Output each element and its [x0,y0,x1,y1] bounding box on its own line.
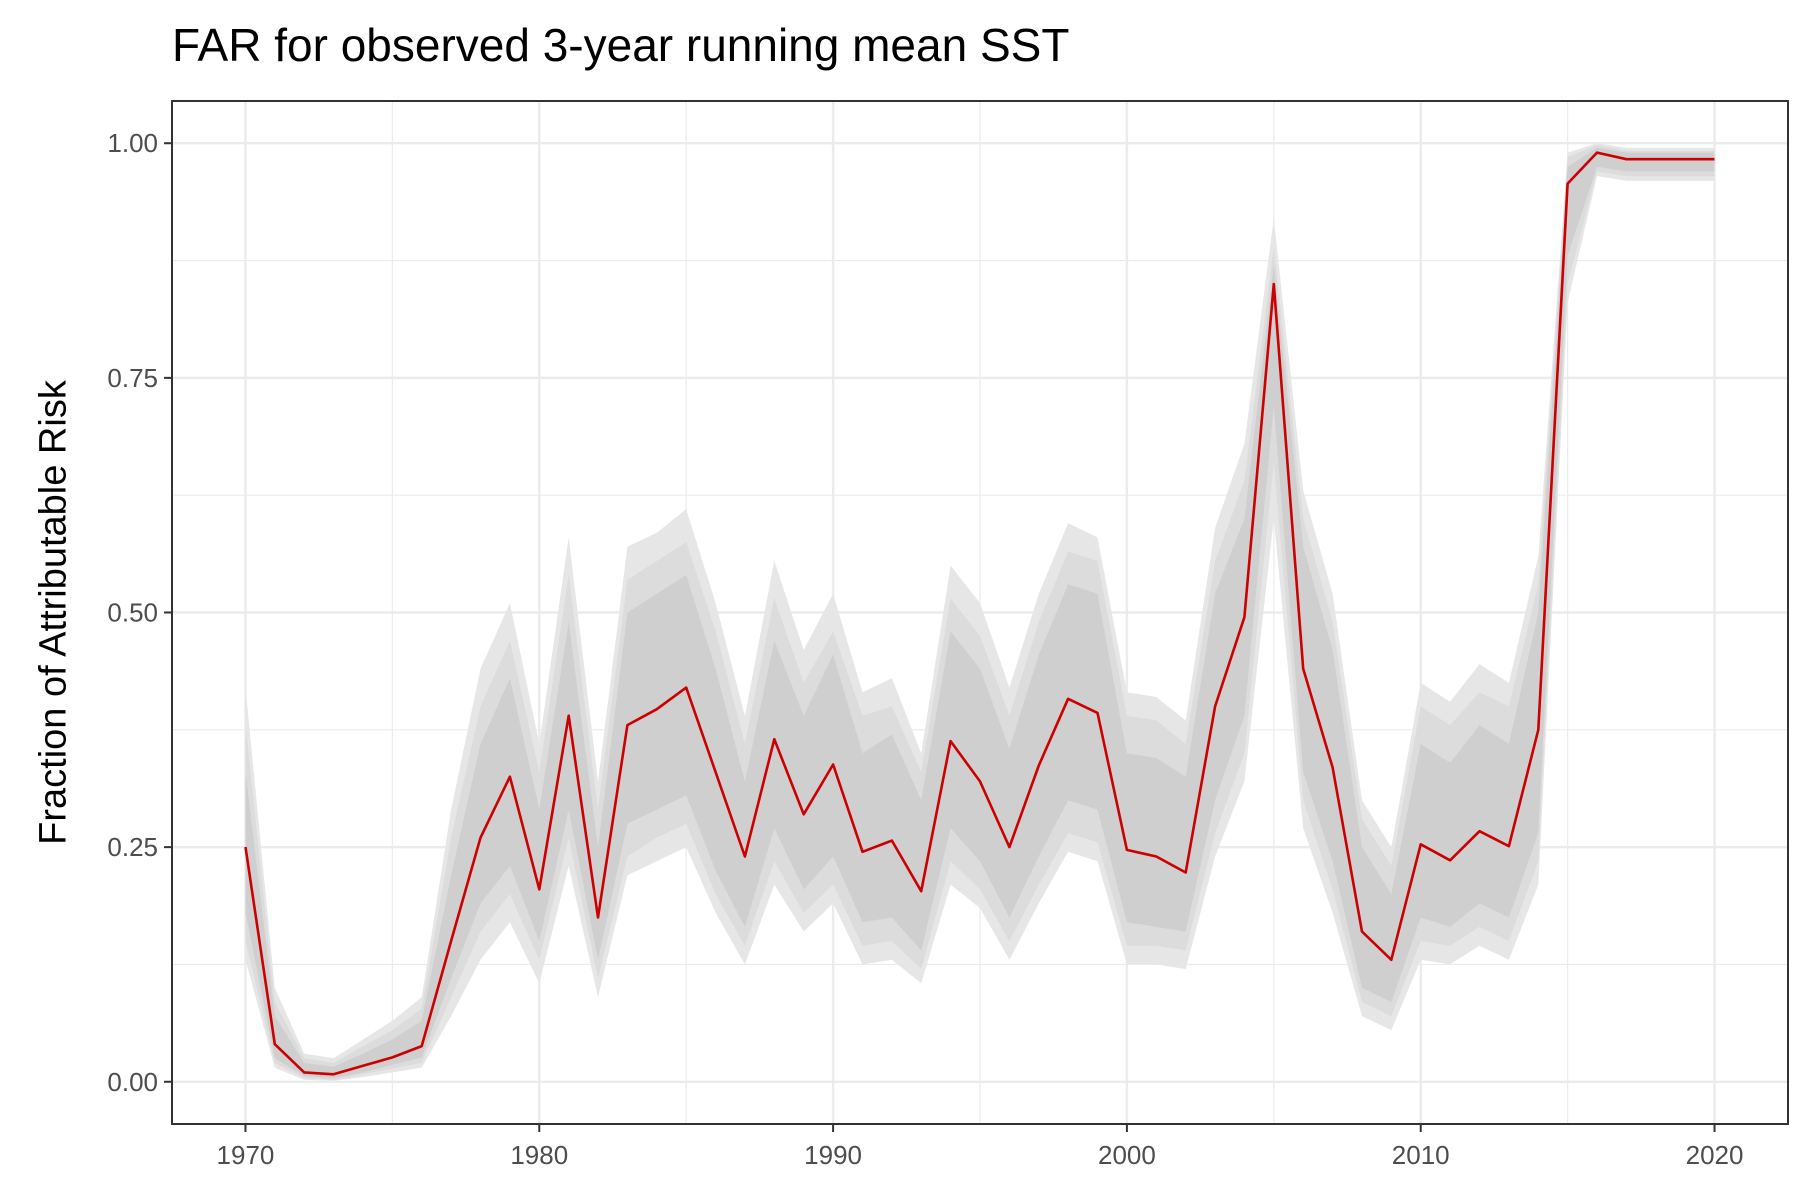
series-line-0 [244,151,1715,1076]
x-tick-label: 1990 [804,1140,862,1170]
y-axis-title: Fraction of Attributable Risk [32,379,74,845]
x-tick-label: 1980 [510,1140,568,1170]
series-lines [244,151,1715,1076]
chart-title: FAR for observed 3-year running mean SST [172,19,1070,71]
y-tick-label: 0.00 [107,1067,158,1097]
y-tick-label: 1.00 [107,128,158,158]
x-tick-label: 2000 [1098,1140,1156,1170]
y-tick-label: 0.75 [107,363,158,393]
x-tick-label: 2010 [1392,1140,1450,1170]
x-tick-label: 2020 [1686,1140,1744,1170]
y-tick-label: 0.25 [107,832,158,862]
y-axis-ticks: 0.00 0.25 0.50 0.75 1.00 [107,128,172,1097]
x-axis-ticks: 1970 1980 1990 2000 2010 2020 [217,1124,1744,1170]
x-tick-label: 1970 [217,1140,275,1170]
y-tick-label: 0.50 [107,598,158,628]
